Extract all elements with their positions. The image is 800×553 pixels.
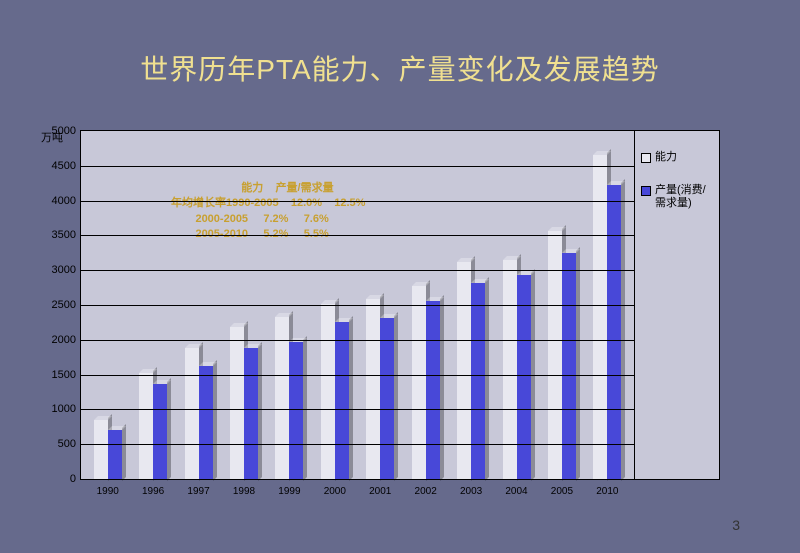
legend: 能力产量(消费/需求量)	[635, 130, 720, 480]
x-tick-label: 1996	[130, 486, 175, 497]
x-tick-label: 2001	[358, 486, 403, 497]
x-tick-label: 1999	[267, 486, 312, 497]
bar	[244, 348, 258, 479]
gridline	[81, 444, 634, 445]
y-tick-label: 5000	[41, 125, 76, 137]
legend-item: 能力	[641, 151, 713, 164]
y-tick-label: 500	[41, 438, 76, 450]
y-tick-label: 2000	[41, 334, 76, 346]
bar	[457, 262, 471, 479]
x-tick-label: 1990	[85, 486, 130, 497]
bar	[199, 366, 213, 479]
bar	[321, 304, 335, 479]
x-tick-label: 2000	[312, 486, 357, 497]
legend-swatch	[641, 186, 651, 196]
x-tick-label: 1997	[176, 486, 221, 497]
x-tick-label: 2005	[539, 486, 584, 497]
gridline	[81, 409, 634, 410]
y-tick-label: 4000	[41, 195, 76, 207]
bar	[139, 373, 153, 479]
gridline	[81, 201, 634, 202]
bar	[289, 342, 303, 479]
bar	[412, 286, 426, 479]
x-tick-label: 1998	[221, 486, 266, 497]
gridline	[81, 270, 634, 271]
x-tick-label: 2004	[494, 486, 539, 497]
bar	[548, 231, 562, 479]
bar	[94, 420, 108, 479]
legend-label: 能力	[655, 151, 677, 164]
bar	[607, 185, 621, 479]
bar	[335, 322, 349, 479]
y-tick-label: 0	[41, 473, 76, 485]
y-tick-label: 3000	[41, 264, 76, 276]
y-tick-label: 1500	[41, 369, 76, 381]
bar	[471, 283, 485, 479]
x-tick-label: 2002	[403, 486, 448, 497]
gridline	[81, 340, 634, 341]
chart-container: 万吨 能力 产量/需求量 年均增长率1990-2005 12.0% 12.5% …	[80, 130, 720, 480]
bar	[503, 260, 517, 479]
y-tick-label: 2500	[41, 299, 76, 311]
bar	[426, 301, 440, 479]
x-tick-label: 2003	[448, 486, 493, 497]
bar	[185, 348, 199, 479]
legend-label: 产量(消费/需求量)	[655, 184, 713, 210]
y-tick-label: 3500	[41, 229, 76, 241]
bar	[593, 155, 607, 479]
gridline	[81, 375, 634, 376]
x-tick-label: 2010	[585, 486, 630, 497]
gridline	[81, 235, 634, 236]
chart-title: 世界历年PTA能力、产量变化及发展趋势	[0, 48, 800, 88]
bar	[153, 384, 167, 479]
bar	[275, 317, 289, 479]
legend-swatch	[641, 153, 651, 163]
gridline	[81, 305, 634, 306]
bar	[108, 430, 122, 479]
plot-area: 万吨 能力 产量/需求量 年均增长率1990-2005 12.0% 12.5% …	[80, 130, 635, 480]
y-tick-label: 4500	[41, 160, 76, 172]
gridline	[81, 166, 634, 167]
bar	[380, 318, 394, 479]
bar	[366, 299, 380, 479]
y-tick-label: 1000	[41, 403, 76, 415]
legend-item: 产量(消费/需求量)	[641, 184, 713, 210]
page-number: 3	[732, 517, 740, 533]
bar	[230, 327, 244, 479]
